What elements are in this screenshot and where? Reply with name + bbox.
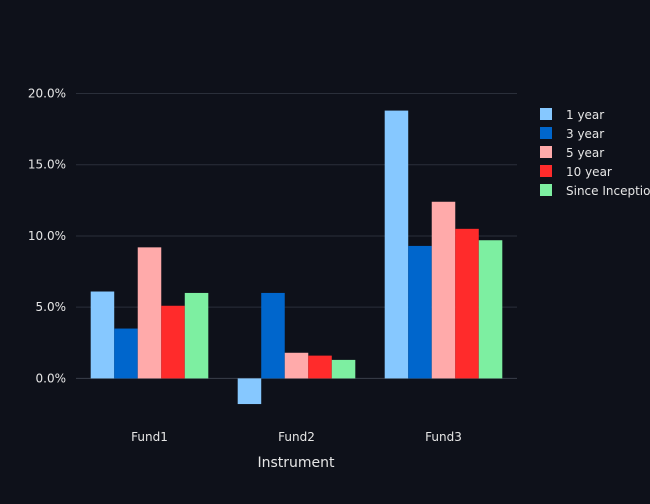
y-tick-labels: 0.0% 5.0% 10.0% 15.0% 20.0% — [28, 86, 66, 385]
legend-swatch — [540, 108, 552, 120]
bar-fund2-10-year — [308, 355, 332, 379]
legend-swatch — [540, 165, 552, 177]
y-tick-label: 0.0% — [36, 371, 67, 385]
legend-item: 3 year — [540, 127, 604, 141]
bar-fund2-3-year — [261, 292, 285, 379]
bar-fund1-since-inception — [184, 292, 209, 379]
x-axis-title: Instrument — [257, 455, 335, 471]
legend-label: 10 year — [566, 165, 612, 179]
bar-fund1-10-year — [161, 305, 185, 379]
bar-fund3-5-year — [431, 201, 456, 379]
x-tick-label: Fund3 — [425, 430, 462, 444]
y-tick-label: 20.0% — [28, 86, 66, 100]
legend-item: Since Inception — [540, 184, 650, 198]
bar-fund2-5-year — [284, 352, 309, 379]
legend-swatch — [540, 184, 552, 196]
bar-fund1-5-year — [137, 247, 162, 379]
legend-label: Since Inception — [566, 184, 650, 198]
legend-label: 5 year — [566, 146, 604, 160]
bar-fund3-since-inception — [478, 240, 503, 379]
legend-label: 3 year — [566, 127, 604, 141]
x-tick-label: Fund2 — [278, 430, 315, 444]
legend: 1 year 3 year 5 year 10 year Since Inception — [540, 108, 650, 198]
bar-fund3-3-year — [408, 245, 432, 379]
bar-fund1-3-year — [114, 328, 138, 379]
bar-fund1-1-year — [90, 291, 115, 379]
legend-item: 1 year — [540, 108, 604, 122]
legend-label: 1 year — [566, 108, 604, 122]
bar-fund2-since-inception — [331, 359, 356, 379]
x-tick-label: Fund1 — [131, 430, 168, 444]
x-tick-labels: Fund1 Fund2 Fund3 — [131, 430, 462, 444]
bar-fund2-1-year — [237, 378, 262, 405]
y-tick-label: 5.0% — [36, 300, 67, 314]
legend-item: 10 year — [540, 165, 612, 179]
bar-fund3-1-year — [384, 110, 409, 379]
legend-swatch — [540, 127, 552, 139]
bars-layer — [90, 110, 503, 405]
y-tick-label: 10.0% — [28, 229, 66, 243]
bar-fund3-10-year — [455, 228, 479, 379]
y-tick-label: 15.0% — [28, 158, 66, 172]
legend-swatch — [540, 146, 552, 158]
legend-item: 5 year — [540, 146, 604, 160]
